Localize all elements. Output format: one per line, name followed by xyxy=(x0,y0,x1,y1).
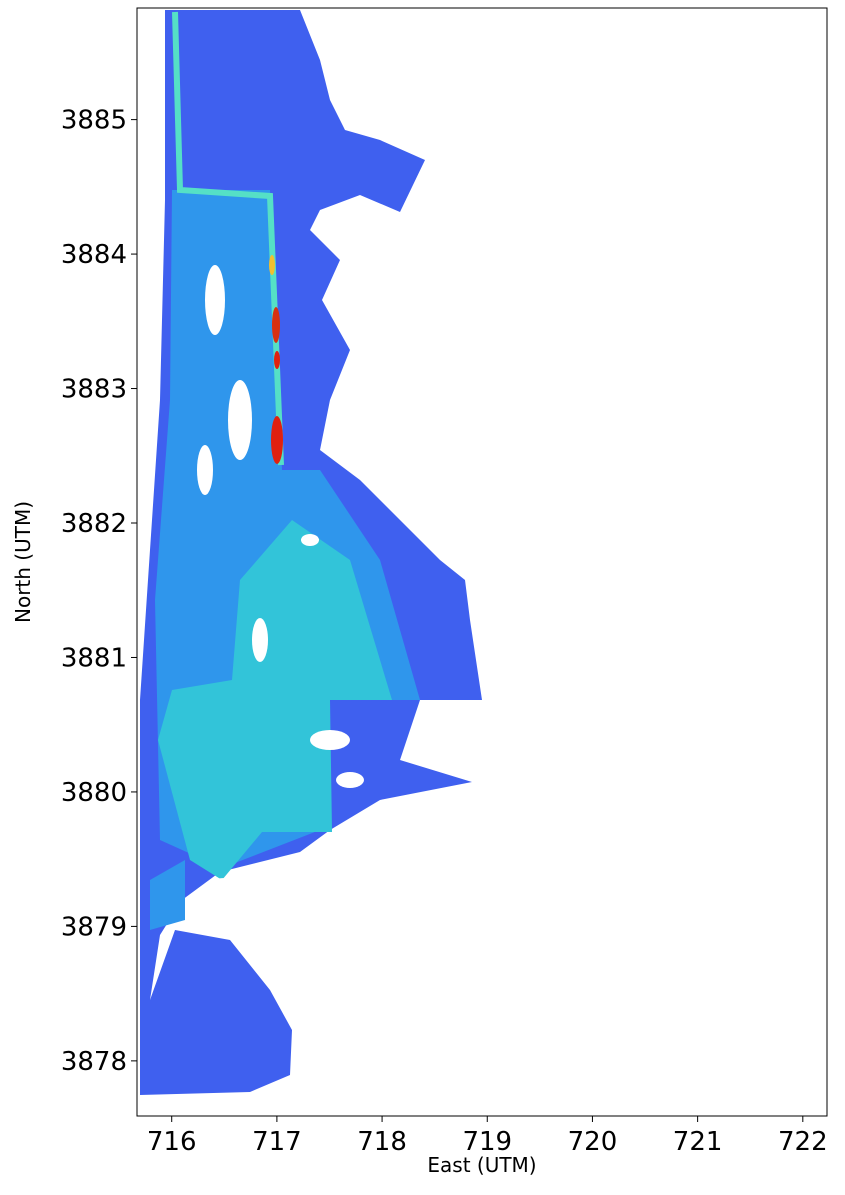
y-tick-label: 3884 xyxy=(61,240,127,270)
raster xyxy=(140,10,482,1095)
hotspot xyxy=(274,351,280,369)
chart: East (UTM) North (UTM) 71671771871972072… xyxy=(0,0,845,1191)
y-tick-label: 3885 xyxy=(61,106,127,136)
hotspot xyxy=(269,255,275,275)
hotspot xyxy=(272,307,280,343)
x-tick-label: 721 xyxy=(673,1127,723,1157)
x-tick-label: 722 xyxy=(778,1127,828,1157)
y-tick-label: 3882 xyxy=(61,509,127,539)
x-tick-label: 719 xyxy=(462,1127,512,1157)
x-tick-label: 716 xyxy=(147,1127,197,1157)
y-tick-label: 3883 xyxy=(61,375,127,405)
y-tick-label: 3879 xyxy=(61,912,127,942)
y-tick-label: 3881 xyxy=(61,643,127,673)
x-tick-label: 720 xyxy=(568,1127,618,1157)
y-tick-label: 3878 xyxy=(61,1047,127,1077)
x-tick-label: 718 xyxy=(357,1127,407,1157)
y-tick-label: 3880 xyxy=(61,778,127,808)
y-axis-label: North (UTM) xyxy=(11,501,35,623)
hotspot xyxy=(271,416,283,464)
x-tick-label: 717 xyxy=(252,1127,302,1157)
